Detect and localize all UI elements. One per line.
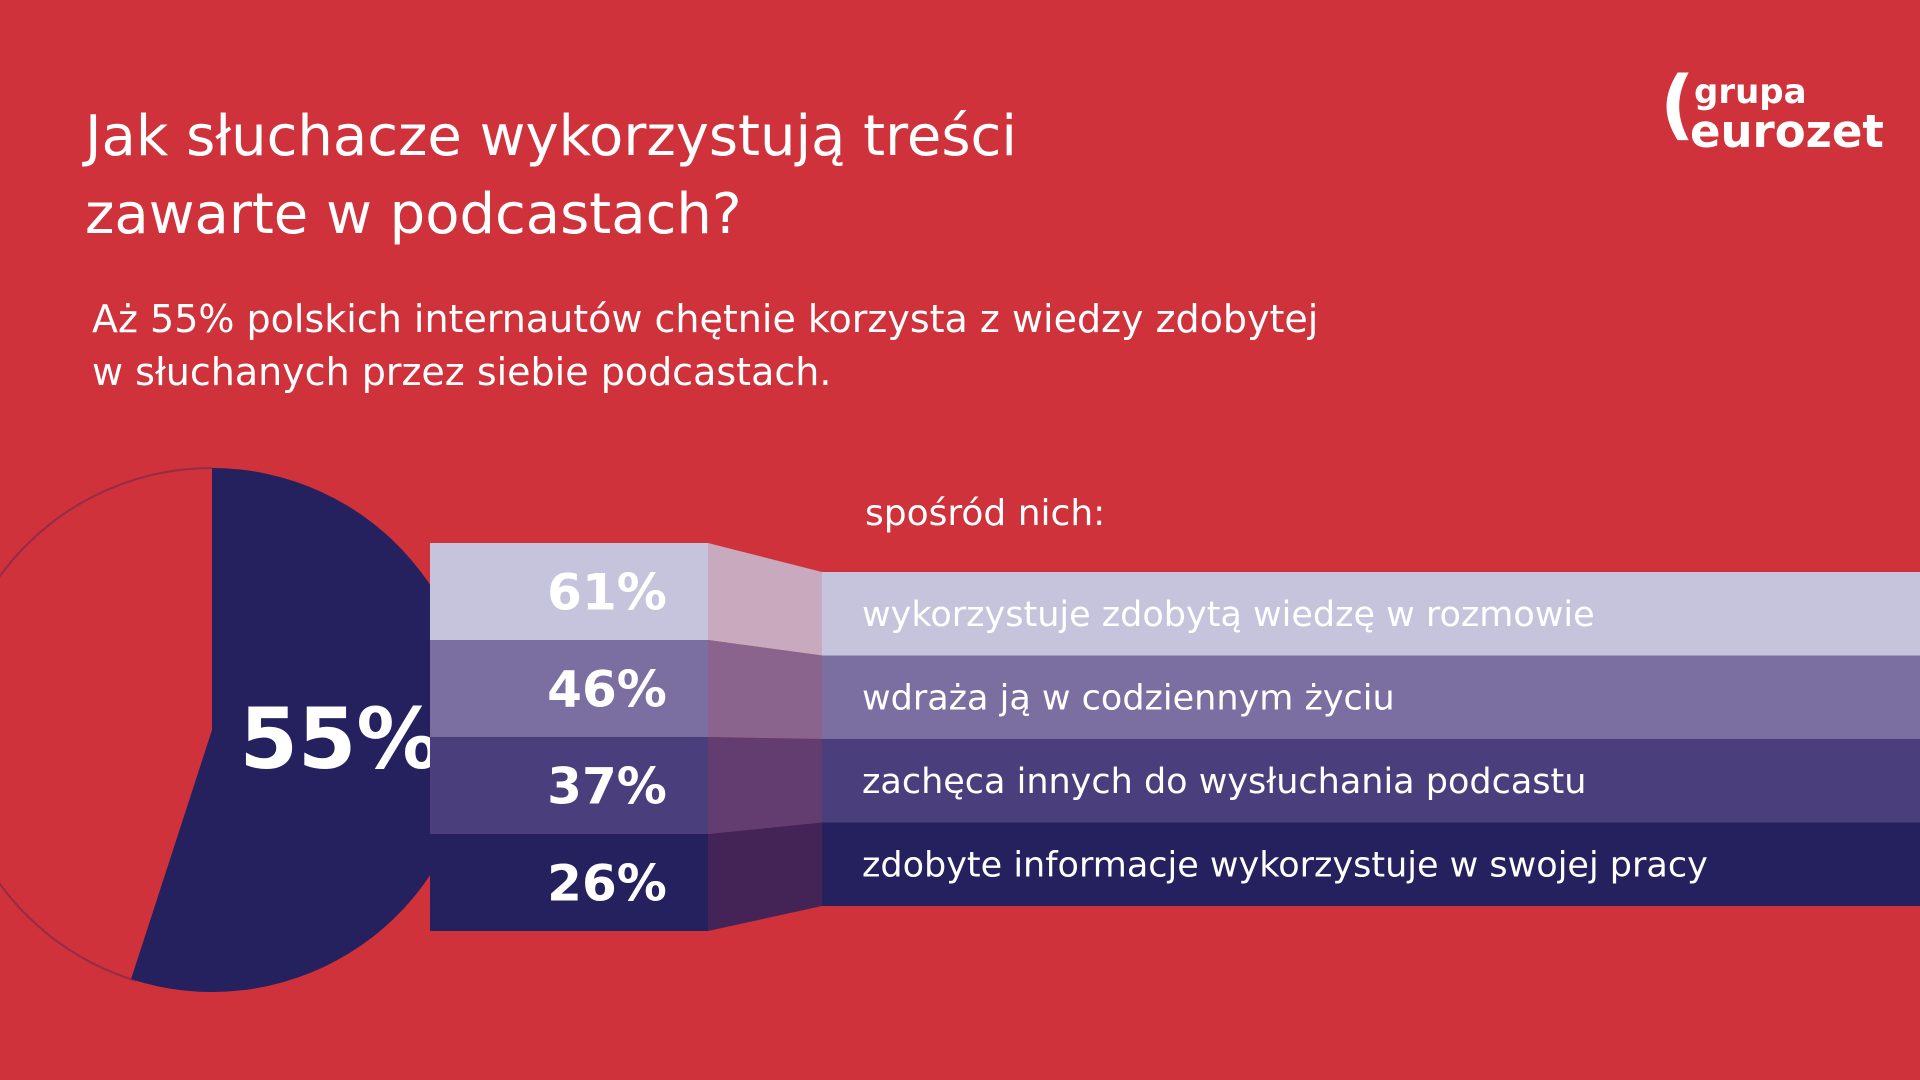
page-subtitle: Aż 55% polskich internautów chętnie korz… — [92, 293, 1542, 399]
pie-slice-main — [131, 468, 475, 992]
bar-left-2 — [430, 640, 708, 737]
bar-right-1 — [822, 572, 1920, 656]
subtitle-line-1: Aż 55% polskich internautów chętnie korz… — [92, 297, 1319, 341]
bar-connector-1 — [708, 543, 822, 656]
bar-data-label: 61% — [547, 564, 667, 622]
bar-data-label: 37% — [547, 758, 667, 816]
logo-top-text: grupa — [1694, 72, 1807, 112]
bar-category-label: wdraża ją w codziennym życiu — [862, 678, 1395, 718]
bar-data-label: 46% — [547, 661, 667, 719]
pie-data-label: 55% — [239, 690, 440, 788]
bar-connector-4 — [708, 822, 822, 931]
page-title: Jak słuchacze wykorzystują treści zawart… — [85, 98, 1235, 254]
bar-right-2 — [822, 655, 1920, 739]
bar-left-4 — [430, 834, 708, 931]
bar-right-4 — [822, 822, 1920, 906]
breakdown-intro: spośród nich: — [865, 493, 1106, 534]
bar-data-label: 26% — [547, 855, 667, 913]
bar-left-1 — [430, 543, 708, 640]
bar-category-label: zachęca innych do wysłuchania podcastu — [862, 762, 1586, 802]
title-line-2: zawarte w podcastach? — [85, 182, 742, 247]
pie-chart: 55% — [0, 459, 493, 1000]
bar-connector-2 — [708, 640, 822, 739]
logo-bottom-text: eurozet — [1690, 105, 1884, 158]
bar-left-3 — [430, 737, 708, 834]
bar-right-3 — [822, 739, 1920, 823]
breakdown-bars: 61% wykorzystuje zdobytą wiedzę w rozmowi… — [430, 543, 1920, 931]
title-line-1: Jak słuchacze wykorzystują treści — [85, 104, 1017, 169]
bar-category-label: zdobyte informacje wykorzystuje w swojej… — [862, 845, 1708, 885]
subtitle-line-2: w słuchanych przez siebie podcastach. — [92, 350, 832, 394]
brand-logo: ( grupa eurozet — [1660, 62, 1884, 168]
logo-paren: ( — [1660, 59, 1695, 148]
bar-category-label: wykorzystuje zdobytą wiedzę w rozmowie — [862, 595, 1595, 635]
bar-connector-3 — [708, 737, 822, 834]
